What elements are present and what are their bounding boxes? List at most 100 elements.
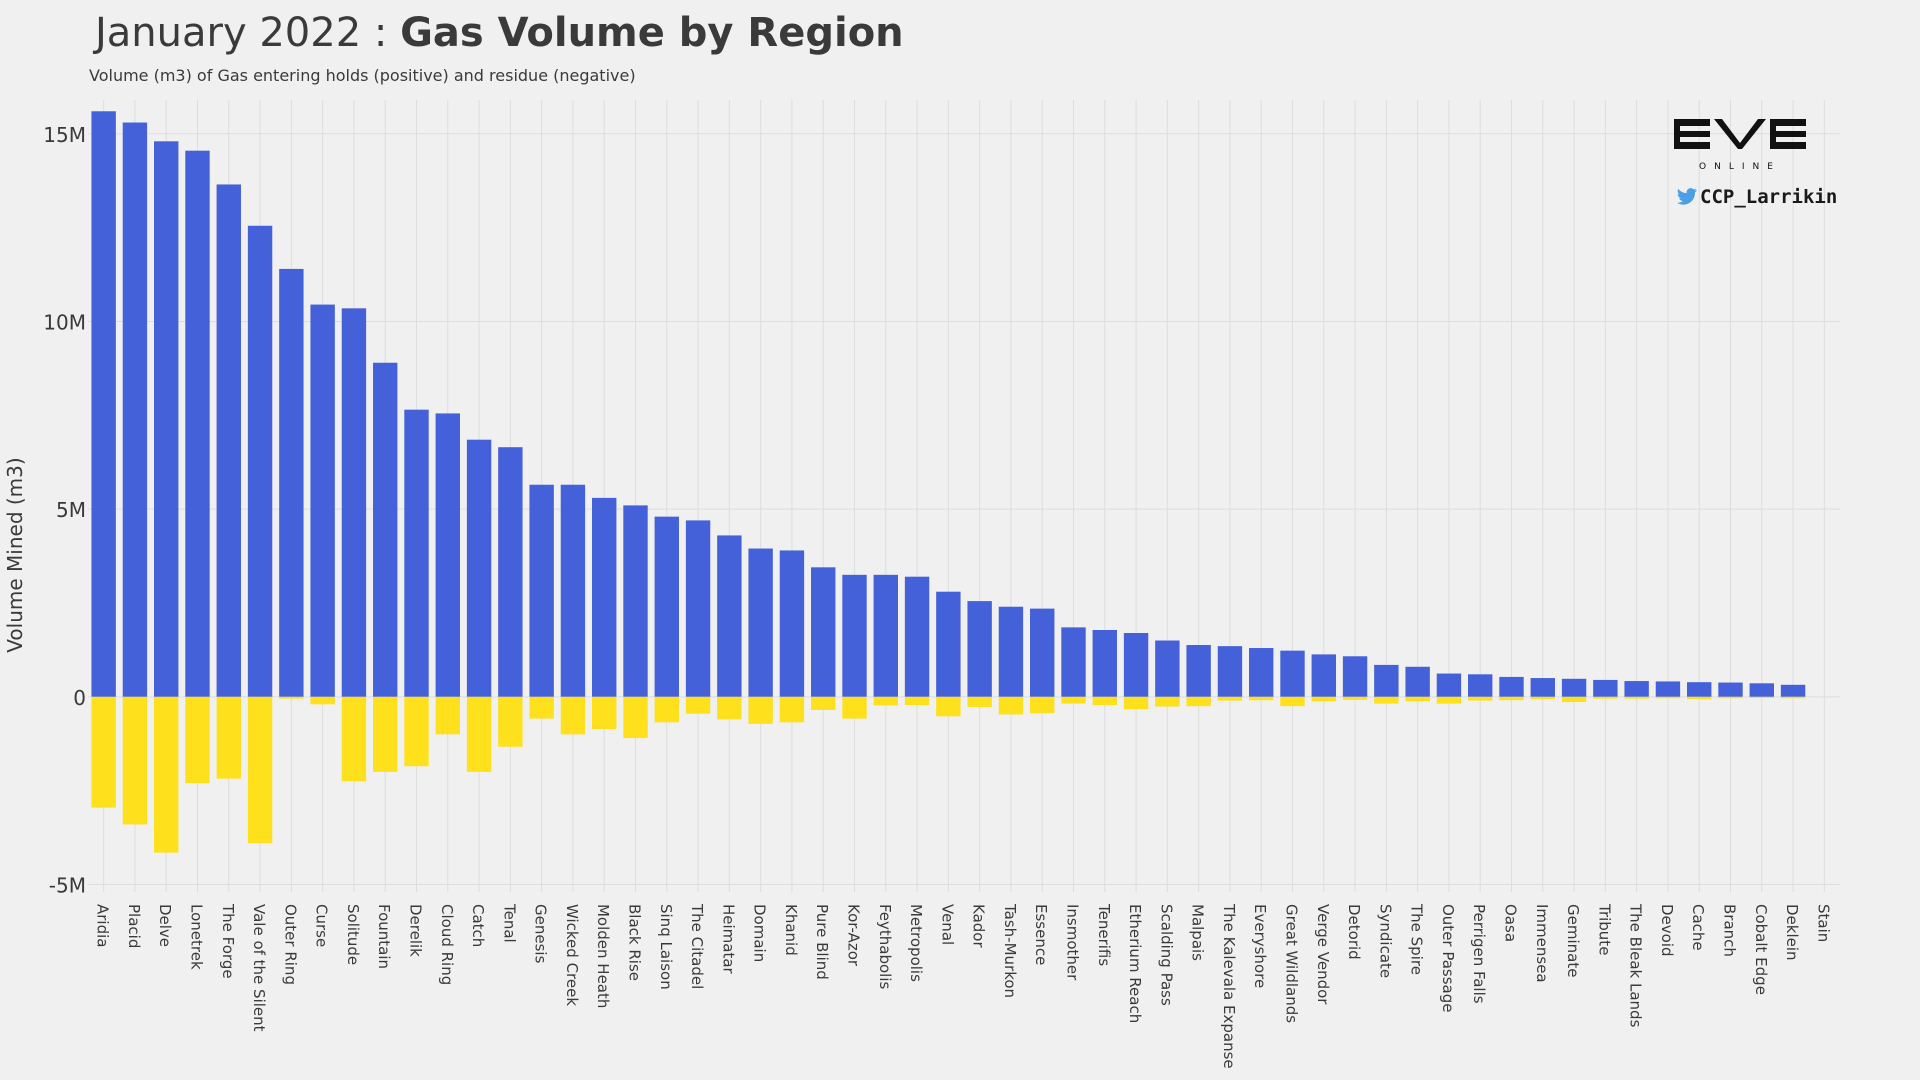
x-tick-label: The Citadel (688, 903, 706, 989)
bar-positive (1249, 648, 1274, 697)
x-tick-label: Feythabolis (876, 904, 894, 990)
bar-positive (1468, 674, 1493, 697)
bar-negative (1311, 696, 1336, 702)
x-tick-label: Branch (1721, 904, 1739, 957)
bar-negative (1624, 696, 1649, 699)
bar-positive (1155, 640, 1180, 697)
bar-positive (654, 516, 679, 697)
x-tick-label: Great Wildlands (1283, 904, 1301, 1023)
x-tick-label: Derelik (407, 904, 425, 957)
twitter-handle-text: CCP_Larrikin (1700, 186, 1838, 208)
x-tick-label: Placid (125, 904, 143, 948)
x-tick-label: Kor-Azor (845, 904, 863, 967)
x-tick-label: Catch (469, 904, 487, 947)
bar-positive (779, 550, 805, 697)
bar-negative (435, 696, 460, 735)
eve-online-subtext: ONLINE (1699, 162, 1781, 172)
bar-positive (1687, 682, 1712, 697)
bar-negative (998, 696, 1024, 715)
x-tick-label: Tenerifis (1095, 903, 1113, 966)
bar-negative (842, 696, 867, 719)
bar-positive (185, 150, 210, 697)
bar-negative (623, 696, 648, 739)
y-axis: -5M 0 5M 10M 15M (43, 123, 86, 898)
bar-positive (247, 225, 273, 697)
bar-negative (341, 696, 367, 782)
bar-positive (1217, 646, 1243, 697)
bar-negative (1718, 696, 1743, 699)
bar-negative (1687, 696, 1712, 700)
x-tick-label: Metropolis (907, 904, 925, 982)
x-tick-label: The Spire (1408, 903, 1426, 975)
bar-negative (1655, 696, 1681, 699)
bar-positive (904, 576, 930, 697)
bar-negative (717, 696, 742, 720)
bar-negative (466, 696, 492, 772)
bar-positive (560, 484, 586, 697)
x-tick-label: Tribute (1595, 903, 1613, 955)
bar-negative (873, 696, 898, 706)
chart-subtitle: Volume (m3) of Gas entering holds (posit… (89, 66, 636, 85)
bar-negative (154, 696, 179, 853)
bar-negative (1530, 696, 1555, 700)
x-tick-label: Wicked Creek (563, 904, 581, 1006)
bar-positive (1061, 627, 1086, 697)
bar-positive (1530, 678, 1555, 697)
bar-positive (1436, 673, 1462, 697)
bar-negative (279, 696, 304, 699)
bar-negative (904, 696, 930, 706)
x-tick-label: Black Rise (626, 904, 644, 981)
x-tick-label: Devoid (1658, 904, 1676, 957)
y-axis-label: Volume Mined (m3) (3, 457, 27, 652)
x-tick-label: Oasa (1502, 904, 1520, 942)
x-tick-label: Solitude (344, 904, 362, 965)
x-tick-label: Insmother (1064, 904, 1082, 981)
bar-negative (811, 696, 836, 710)
bar-negative (1280, 696, 1305, 707)
bar-positive (717, 535, 742, 697)
bar-positive (1280, 650, 1305, 697)
x-tick-label: Cobalt Edge (1752, 904, 1770, 995)
x-tick-label: Tenal (500, 903, 518, 943)
x-tick-label: Malpais (1189, 904, 1207, 961)
bar-negative (310, 696, 335, 705)
bar-positive (592, 497, 617, 697)
x-tick-label: Fountain (375, 904, 393, 969)
bar-negative (373, 696, 398, 772)
bar-negative (1061, 696, 1086, 704)
x-tick-label: Lonetrek (188, 904, 206, 970)
bar-negative (1468, 696, 1493, 701)
bars-group (91, 111, 1806, 853)
bar-negative (967, 696, 992, 707)
chart-title-main: Gas Volume by Region (400, 10, 904, 56)
bar-positive (811, 567, 836, 697)
y-tick-label: 0 (73, 686, 86, 710)
twitter-bird-icon (1676, 188, 1698, 205)
x-tick-label: Curse (313, 904, 331, 947)
bar-negative (1561, 696, 1587, 703)
bar-negative (685, 696, 711, 714)
bar-negative (1186, 696, 1211, 707)
y-tick-label: 5M (56, 498, 86, 522)
bar-positive (1718, 682, 1743, 697)
bar-positive (341, 308, 367, 697)
x-tick-label: Domain (751, 904, 769, 962)
eve-online-logo: ONLINE (1674, 119, 1806, 172)
x-tick-label: The Bleak Lands (1627, 903, 1645, 1028)
bar-negative (654, 696, 679, 723)
bar-negative (936, 696, 961, 717)
bar-negative (247, 696, 273, 844)
bar-positive (1092, 630, 1117, 697)
bar-negative (1155, 696, 1180, 707)
y-tick-label: -5M (49, 873, 86, 897)
bar-positive (1311, 654, 1336, 697)
bar-negative (779, 696, 805, 723)
bar-negative (1374, 696, 1399, 704)
bar-negative (404, 696, 429, 767)
bar-positive (310, 304, 335, 697)
bar-positive (1655, 681, 1681, 697)
bar-positive (498, 447, 523, 697)
bar-positive (1405, 666, 1430, 697)
bar-negative (560, 696, 586, 735)
